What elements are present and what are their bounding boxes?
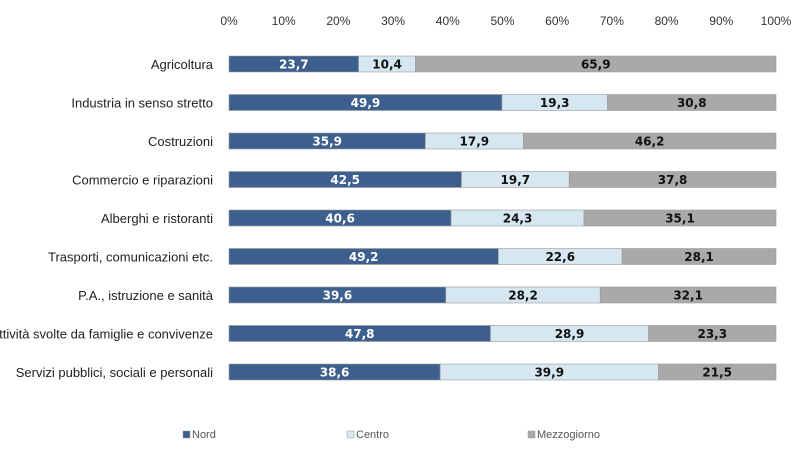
value-label: 35,1 bbox=[665, 212, 695, 226]
value-label: 65,9 bbox=[581, 58, 611, 72]
x-tick-label: 20% bbox=[326, 14, 350, 28]
value-label: 39,6 bbox=[323, 289, 353, 303]
value-label: 49,9 bbox=[351, 96, 381, 110]
value-label: 23,3 bbox=[697, 327, 727, 341]
category-label: Attività svolte da famiglie e convivenze bbox=[0, 327, 213, 342]
category-label: Costruzioni bbox=[148, 134, 213, 149]
category-label: Servizi pubblici, sociali e personali bbox=[16, 365, 213, 380]
value-label: 42,5 bbox=[330, 173, 360, 187]
bar-segment-mezzogiorno bbox=[568, 171, 777, 188]
bar-segment-mezzogiorno bbox=[607, 94, 777, 111]
value-label: 22,6 bbox=[545, 250, 575, 264]
value-label: 37,8 bbox=[658, 173, 688, 187]
x-tick-label: 80% bbox=[655, 14, 679, 28]
bar-segment-mezzogiorno bbox=[621, 248, 777, 265]
value-label: 28,1 bbox=[684, 250, 714, 264]
category-label: P.A., istruzione e sanità bbox=[78, 288, 214, 303]
value-label: 40,6 bbox=[325, 212, 355, 226]
value-label: 30,8 bbox=[677, 96, 707, 110]
x-tick-label: 100% bbox=[761, 14, 792, 28]
x-tick-label: 70% bbox=[600, 14, 624, 28]
value-label: 19,3 bbox=[540, 96, 570, 110]
value-label: 32,1 bbox=[673, 289, 703, 303]
legend-swatch-centro bbox=[346, 430, 355, 439]
bar-segment-mezzogiorno bbox=[599, 286, 777, 304]
bar-segment-mezzogiorno bbox=[658, 363, 777, 381]
category-label: Commercio e riparazioni bbox=[72, 173, 213, 188]
bar-segment-mezzogiorno bbox=[415, 55, 777, 73]
x-tick-label: 50% bbox=[490, 14, 514, 28]
x-tick-label: 10% bbox=[272, 14, 296, 28]
value-label: 28,9 bbox=[555, 327, 585, 341]
value-label: 28,2 bbox=[508, 289, 538, 303]
legend-label: Mezzogiorno bbox=[537, 429, 600, 441]
value-label: 38,6 bbox=[320, 366, 350, 380]
category-label: Alberghi e ristoranti bbox=[101, 211, 213, 226]
legend-label: Nord bbox=[192, 429, 216, 441]
category-label: Trasporti, comunicazioni etc. bbox=[48, 250, 213, 265]
legend-swatch-mezzogiorno bbox=[527, 430, 536, 439]
value-label: 17,9 bbox=[460, 135, 490, 149]
legend-label: Centro bbox=[356, 429, 389, 441]
x-tick-label: 0% bbox=[220, 14, 238, 28]
legend: Nord Centro Mezzogiorno bbox=[182, 429, 600, 441]
x-tick-label: 40% bbox=[436, 14, 460, 28]
x-tick-label: 60% bbox=[545, 14, 569, 28]
bars: 23,7 10,4 65,9 49,9 19,3 30,8 35,9 17,9 46,2 42,5… bbox=[228, 55, 777, 381]
value-label: 21,5 bbox=[702, 366, 732, 380]
x-tick-label: 90% bbox=[709, 14, 733, 28]
bar-segment-mezzogiorno bbox=[648, 325, 777, 342]
value-label: 23,7 bbox=[279, 58, 309, 72]
bar-segment-mezzogiorno bbox=[522, 132, 777, 150]
value-label: 47,8 bbox=[345, 327, 375, 341]
value-label: 19,7 bbox=[501, 173, 531, 187]
value-label: 35,9 bbox=[312, 135, 342, 149]
legend-swatch-nord bbox=[182, 430, 191, 439]
value-label: 39,9 bbox=[534, 366, 564, 380]
value-label: 49,2 bbox=[349, 250, 379, 264]
value-label: 10,4 bbox=[372, 58, 402, 72]
category-label: Agricoltura bbox=[151, 57, 214, 72]
bar-segment-mezzogiorno bbox=[583, 209, 777, 227]
x-tick-label: 30% bbox=[381, 14, 405, 28]
value-label: 24,3 bbox=[503, 212, 533, 226]
x-axis-ticks: 0% 10% 20% 30% 40% 50% 60% 70% 80% 90% 100% bbox=[220, 14, 791, 28]
category-labels: Agricoltura Industria in senso stretto Cos… bbox=[0, 57, 214, 380]
value-label: 46,2 bbox=[635, 135, 665, 149]
category-label: Industria in senso stretto bbox=[71, 96, 213, 111]
